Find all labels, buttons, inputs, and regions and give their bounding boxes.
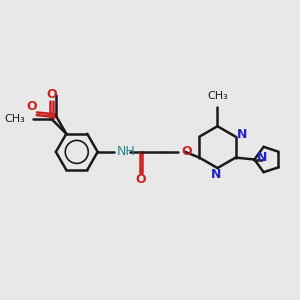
Text: N: N [210, 168, 221, 181]
Text: O: O [182, 146, 192, 158]
Text: N: N [237, 128, 247, 141]
Text: NH: NH [117, 146, 136, 158]
Text: O: O [136, 173, 146, 186]
Text: CH₃: CH₃ [207, 91, 228, 101]
Text: O: O [46, 88, 57, 101]
Text: CH₃: CH₃ [4, 114, 25, 124]
Text: N: N [257, 151, 268, 164]
Text: O: O [27, 100, 38, 113]
